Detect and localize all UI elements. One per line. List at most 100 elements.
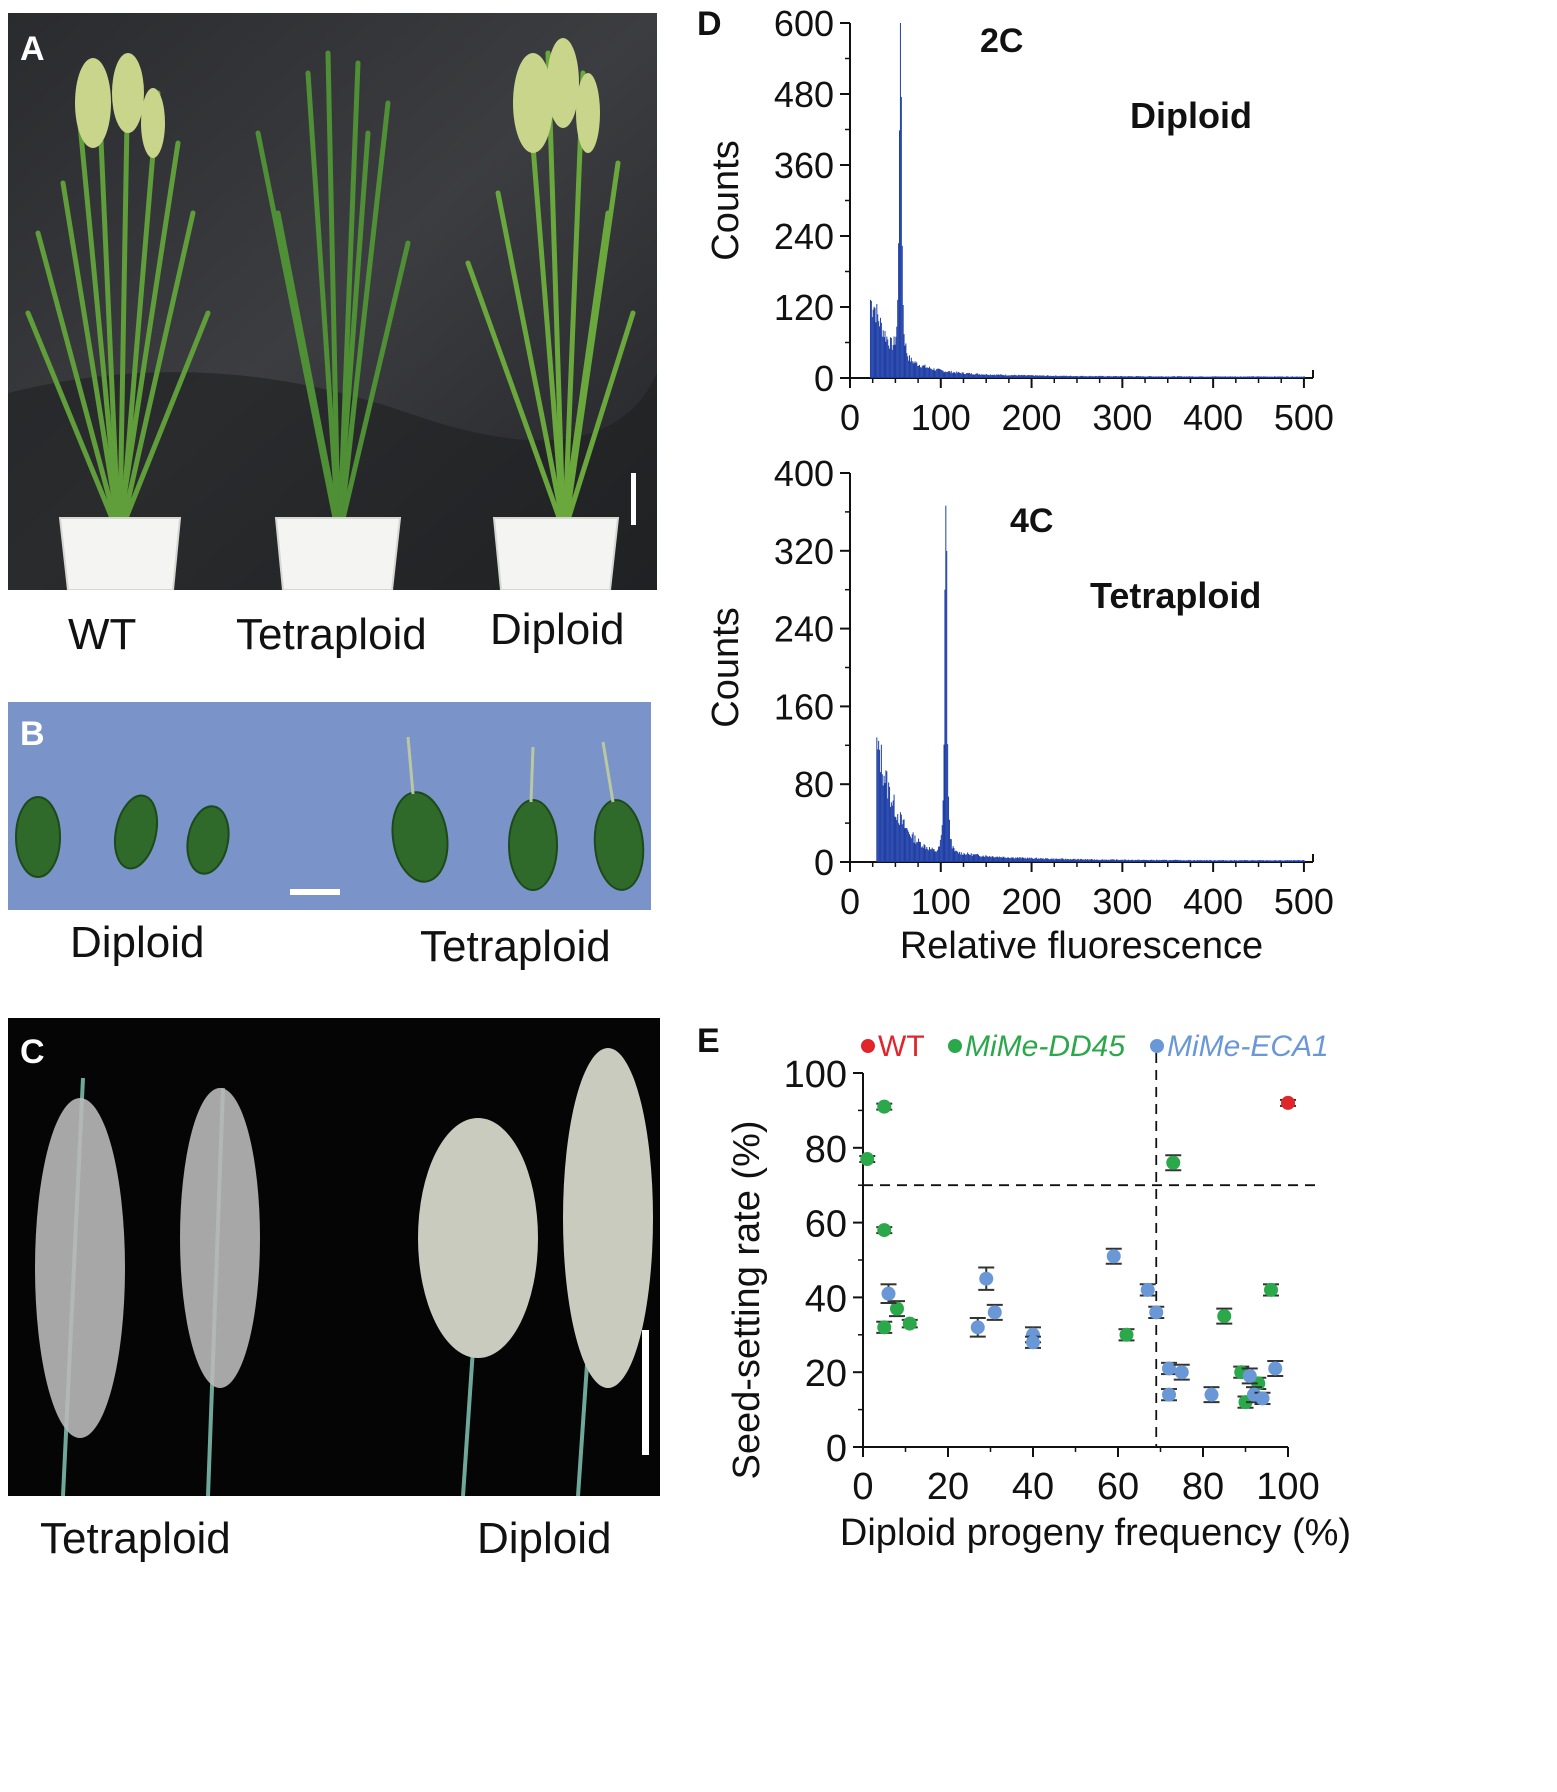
histogram-bar: [889, 806, 891, 862]
histogram-bar: [983, 856, 985, 862]
histogram-bar: [1186, 860, 1188, 862]
histogram-bar: [1110, 376, 1112, 378]
y-tick-label: 60: [805, 1204, 847, 1246]
data-point: [890, 1301, 904, 1316]
histogram-bar: [940, 835, 942, 862]
histogram-bar: [916, 362, 918, 378]
histogram-bar: [1128, 860, 1130, 862]
histogram-bar: [940, 369, 942, 378]
scatter-chart: 0 20 40 60 80 100 0 20 40 60 80 100 Seed-setting rat…: [726, 1030, 1351, 1554]
histogram-bar: [1067, 859, 1069, 862]
histogram-bar: [965, 373, 967, 378]
histogram-bar: [1041, 859, 1043, 862]
histogram-bar: [1155, 376, 1157, 378]
data-point: [1204, 1387, 1219, 1402]
histogram-bar: [885, 341, 887, 378]
histogram-bar: [1116, 376, 1118, 378]
histogram-bar: [1178, 860, 1180, 862]
histogram-bar: [1017, 374, 1019, 378]
histogram-bar: [1071, 859, 1073, 862]
y-tick-label: 0: [814, 842, 834, 883]
histogram-bar: [1020, 858, 1022, 862]
histogram-bar: [1014, 374, 1016, 378]
panel-letter-d: D: [697, 5, 722, 43]
histogram-bar: [1049, 375, 1051, 378]
histogram-bar: [1163, 376, 1165, 378]
histogram-bar: [1085, 376, 1087, 378]
histogram-bar: [924, 364, 926, 378]
panel-letter-c: C: [20, 1033, 45, 1071]
histogram-bar: [1188, 376, 1190, 378]
histogram-bar: [1225, 376, 1227, 378]
histogram-bar: [1217, 860, 1219, 862]
histogram-bar: [1141, 376, 1143, 378]
histogram-bar: [1295, 376, 1297, 378]
histogram-bar: [1235, 860, 1237, 862]
histogram-bar: [1047, 858, 1049, 862]
histogram-bar: [1256, 376, 1258, 378]
y-tick-label: 80: [805, 1129, 847, 1171]
histogram-bar: [1075, 376, 1077, 378]
histogram-bar: [1095, 375, 1097, 378]
histogram-bar: [904, 828, 906, 862]
histogram-bar: [1233, 376, 1235, 378]
histogram-bar: [1172, 859, 1174, 862]
histogram-bar: [1163, 859, 1165, 862]
histogram-bar: [1075, 859, 1077, 862]
histogram-bar: [1019, 375, 1021, 378]
histogram-bar: [909, 355, 911, 378]
histogram-bar: [1009, 375, 1011, 378]
histogram-bar: [899, 130, 901, 378]
histogram-bar: [879, 317, 881, 378]
histogram-bar: [983, 374, 985, 378]
histogram-bar: [1202, 860, 1204, 862]
x-axis-label: Diploid progeny frequency (%): [840, 1512, 1351, 1554]
histogram-bar: [1060, 858, 1062, 862]
annotation-label: 4C: [1010, 502, 1053, 540]
histogram-bar: [1194, 860, 1196, 862]
histogram-bar: [1023, 374, 1025, 378]
histogram-bar: [1044, 859, 1046, 862]
histogram-bar: [1184, 376, 1186, 378]
histogram-bar: [1265, 860, 1267, 862]
histogram-bar: [1079, 375, 1081, 378]
histogram-bar: [1198, 376, 1200, 378]
histogram-bar: [972, 854, 974, 862]
histogram-bar: [889, 337, 891, 378]
histogram-bar: [994, 857, 996, 862]
histogram-bar: [1279, 376, 1281, 378]
histogram-bar: [957, 851, 959, 862]
histogram-bar: [1250, 376, 1252, 378]
histogram-bar: [1033, 375, 1035, 378]
histogram-bar: [1278, 376, 1280, 378]
histogram-bar: [1298, 376, 1300, 378]
histogram-bar: [1004, 375, 1006, 378]
histogram-bar: [1159, 376, 1161, 378]
x-tick-label: 500: [1274, 881, 1334, 922]
histogram-bar: [1202, 376, 1204, 378]
histogram-bar: [1279, 860, 1281, 862]
histogram-bar: [974, 854, 976, 862]
histogram-bar: [1185, 860, 1187, 862]
histogram-bar: [1212, 860, 1214, 862]
histogram-bar: [1009, 858, 1011, 862]
histogram-bar: [1274, 376, 1276, 378]
histogram-bar: [1087, 376, 1089, 378]
histogram-bar: [1227, 376, 1229, 378]
histogram-bar: [1104, 376, 1106, 378]
histogram-bar: [936, 851, 938, 862]
histogram-bar: [1080, 376, 1082, 378]
histogram-bar: [1057, 375, 1059, 378]
histogram-bar: [977, 373, 979, 378]
histogram-bar: [1280, 376, 1282, 378]
histogram-bar: [1056, 376, 1058, 378]
histogram-bar: [1254, 860, 1256, 862]
histogram-bar: [1267, 376, 1269, 378]
y-axis-label: Counts: [705, 607, 747, 727]
histogram-bar: [971, 374, 973, 378]
histogram-bar: [989, 856, 991, 862]
histogram-bar: [948, 371, 950, 378]
histogram-bar: [1106, 376, 1108, 378]
y-tick-label: 20: [805, 1353, 847, 1395]
histogram-bar: [1062, 376, 1064, 378]
